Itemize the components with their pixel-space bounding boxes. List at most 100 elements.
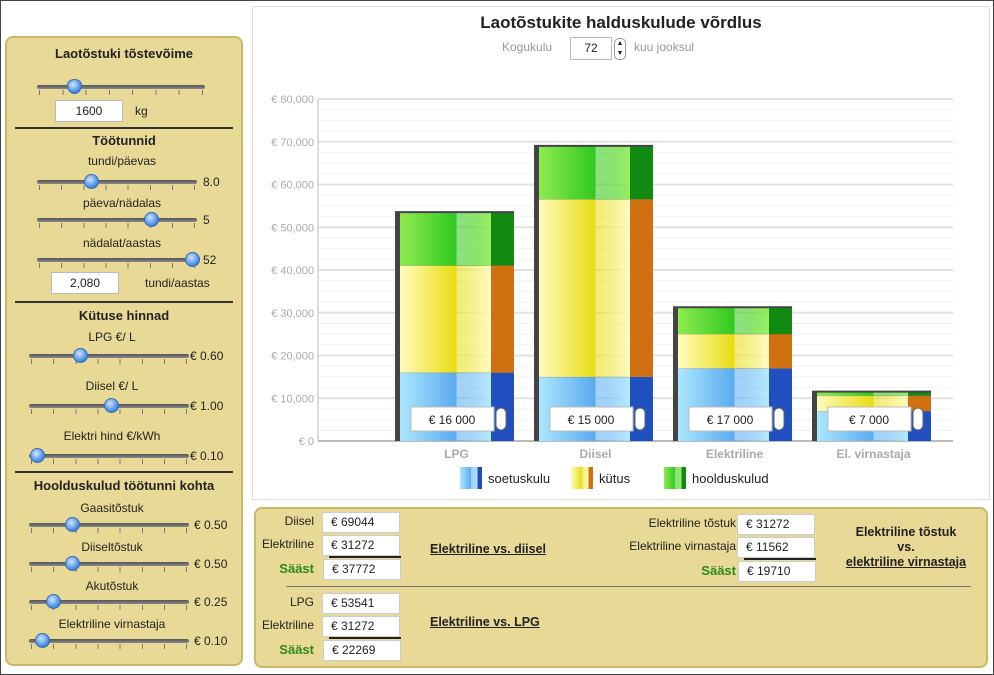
period-input[interactable]: 72 xyxy=(570,37,612,60)
purchase-input-value: € 7 000 xyxy=(849,413,889,427)
slider-thumb[interactable] xyxy=(66,79,82,94)
capacity-title: Laotõstuki tõstevõime xyxy=(55,46,193,61)
period-prefix: Kogukulu xyxy=(502,40,553,54)
slider[interactable] xyxy=(29,633,189,649)
purchase-stepper[interactable] xyxy=(634,407,646,431)
value-field: € 31272 xyxy=(322,535,400,556)
fuel-label: Elektri hind €/kWh xyxy=(63,429,161,443)
x-tick-label: Elektriline xyxy=(706,447,764,461)
link-electric-vs-diesel[interactable]: Elektriline vs. diisel xyxy=(430,542,547,556)
slider-thumb[interactable] xyxy=(46,594,61,609)
value-field: € 31272 xyxy=(737,514,815,535)
chart-canvas: € 0 € 10,000 € 20,000 € 30,000 € 40,000 € 50,… xyxy=(271,94,953,489)
slider-ticks xyxy=(31,605,187,610)
bar-edge xyxy=(673,307,678,441)
purchase-input[interactable] xyxy=(827,406,912,432)
slider[interactable] xyxy=(29,594,189,610)
bar-hoolduskulud xyxy=(816,391,931,396)
y-tick-label: € 80,000 xyxy=(271,94,314,106)
purchase-input[interactable] xyxy=(410,406,495,432)
slider[interactable] xyxy=(29,398,189,414)
row-label: LPG xyxy=(289,595,314,609)
value-field: € 11562 xyxy=(737,537,815,558)
link-stacker[interactable]: elektriline virnastaja xyxy=(845,555,967,569)
value-field: € 31272 xyxy=(322,616,400,637)
slider-ticks xyxy=(31,644,187,649)
slider-thumb[interactable] xyxy=(34,633,50,648)
x-tick-label: Diisel xyxy=(579,447,611,461)
stacker-vs[interactable]: vs. xyxy=(897,540,915,554)
bar-kütus xyxy=(538,199,653,377)
slider-thumb[interactable] xyxy=(30,448,45,463)
slider-value: 5 xyxy=(203,213,210,227)
slider[interactable] xyxy=(29,556,189,572)
purchase-stepper[interactable] xyxy=(912,407,924,431)
hours-title: Töötunnid xyxy=(92,133,156,148)
purchase-input[interactable] xyxy=(549,406,634,432)
maintenance-title: Hoolduskulud töötunni kohta xyxy=(33,478,215,493)
chart-title: Laotõstukite halduskulude võrdlus xyxy=(480,13,762,32)
row-label: Elektriline xyxy=(261,618,314,632)
divider xyxy=(15,301,233,303)
legend-label: kütus xyxy=(599,471,631,486)
purchase-stepper[interactable] xyxy=(495,407,507,431)
maintenance-label: Elektriline virnastaja xyxy=(58,617,166,631)
maintenance-value: € 0.50 xyxy=(194,557,228,571)
y-tick-label: € 60,000 xyxy=(271,180,314,192)
bar-hoolduskulud xyxy=(538,145,653,200)
purchase-stepper[interactable] xyxy=(773,407,785,431)
slider-thumb[interactable] xyxy=(103,398,119,413)
slider[interactable] xyxy=(29,348,189,364)
slider-value: 52 xyxy=(203,253,217,267)
slider[interactable] xyxy=(29,517,189,533)
legend-swatch xyxy=(460,467,482,489)
slider-label: nädalat/aastas xyxy=(82,236,162,250)
bar-kütus xyxy=(677,333,792,369)
slider-thumb[interactable] xyxy=(143,212,159,227)
slider-ticks xyxy=(31,459,187,464)
savings-panel: Diisel € 69044 Elektriline € 31272 Sääst € 37… xyxy=(254,507,988,668)
period-suffix: kuu jooksul xyxy=(634,40,695,54)
slider-track xyxy=(29,523,189,527)
slider-thumb[interactable] xyxy=(84,174,100,189)
purchase-input-value: € 16 000 xyxy=(429,413,476,427)
row-label: Sääst xyxy=(701,563,736,578)
y-tick-label: € 20,000 xyxy=(271,351,314,363)
capacity-input[interactable]: 1600 xyxy=(55,100,123,122)
purchase-input-value: € 15 000 xyxy=(568,413,615,427)
maintenance-value: € 0.25 xyxy=(194,595,228,609)
link-electric-vs-lpg[interactable]: Elektriline vs. LPG xyxy=(430,615,540,629)
y-tick-label: € 0 xyxy=(299,436,314,448)
slider-thumb[interactable] xyxy=(65,517,81,532)
period-stepper[interactable]: ▲ ▼ xyxy=(614,38,626,60)
x-tick-label: El. virnastaja xyxy=(836,447,910,461)
slider[interactable] xyxy=(37,252,201,268)
bar-hoolduskulud xyxy=(677,307,792,334)
slider[interactable] xyxy=(29,448,189,464)
slider-thumb[interactable] xyxy=(73,348,89,363)
slider-track xyxy=(29,562,189,566)
row-label: Diisel xyxy=(284,514,314,528)
slider-ticks xyxy=(39,263,195,268)
purchase-input[interactable] xyxy=(688,406,773,432)
divider xyxy=(286,586,971,587)
stacker-heading[interactable]: Elektriline tõstuk xyxy=(855,525,957,539)
slider[interactable] xyxy=(37,212,197,228)
settings-panel: Laotõstuki tõstevõime 1600 kg Töötunnid … xyxy=(5,36,243,666)
slider-ticks xyxy=(39,223,195,228)
fuel-title: Kütuse hinnad xyxy=(78,308,170,323)
row-label: Elektriline tõstuk xyxy=(648,516,736,530)
bar-kütus xyxy=(399,265,514,373)
slider[interactable] xyxy=(37,174,197,190)
row-label: Sääst xyxy=(279,642,314,657)
slider-track xyxy=(37,180,197,184)
value-field: € 19710 xyxy=(738,561,816,582)
cost-chart: Laotõstukite halduskulude võrdlus Koguku… xyxy=(252,6,990,500)
bar-edge xyxy=(534,145,539,441)
sum-underline xyxy=(744,558,816,560)
capacity-slider[interactable] xyxy=(37,79,205,95)
maintenance-label: Gaasitõstuk xyxy=(80,501,144,515)
slider-thumb[interactable] xyxy=(185,252,201,267)
hours-total-input[interactable]: 2,080 xyxy=(51,272,119,294)
slider-thumb[interactable] xyxy=(65,556,81,571)
